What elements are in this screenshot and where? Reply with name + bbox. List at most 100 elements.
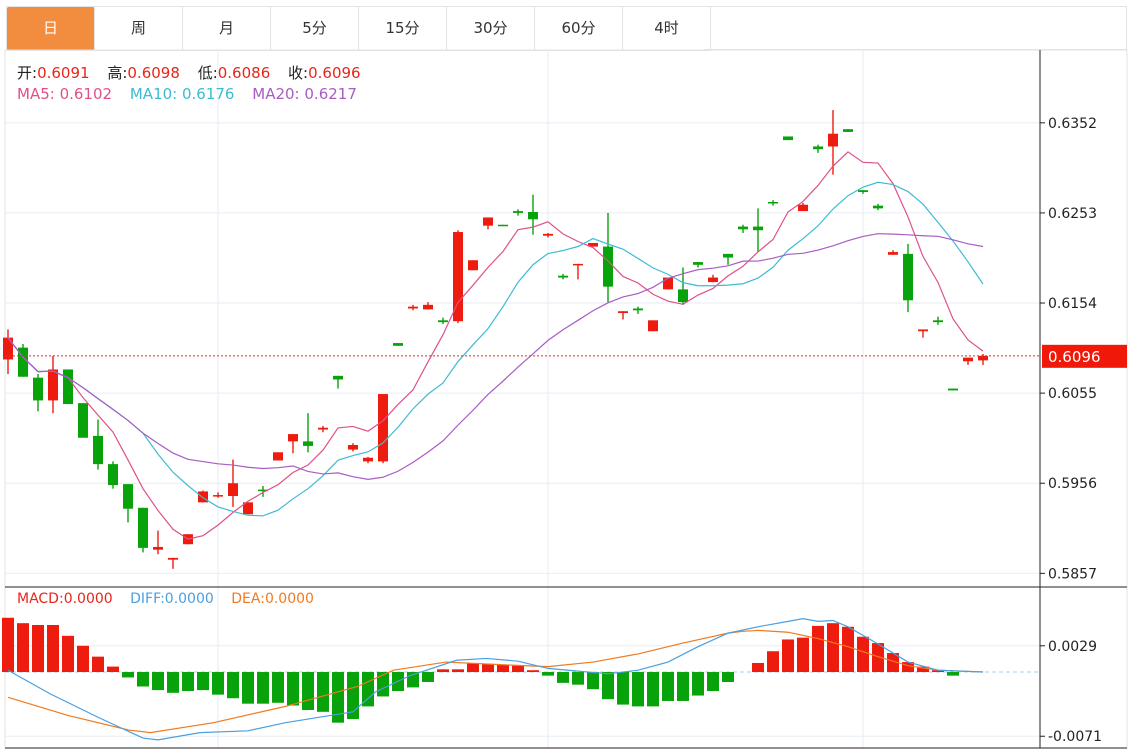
candle-body	[63, 369, 73, 405]
candle-body	[783, 136, 793, 141]
candle-body	[873, 205, 883, 209]
macd-bar	[617, 672, 629, 705]
macd-bar	[92, 656, 104, 673]
candle	[768, 200, 778, 206]
candle	[723, 253, 733, 265]
candle-body	[303, 441, 313, 446]
macd-bar	[332, 672, 344, 723]
candle	[243, 502, 253, 515]
candle	[138, 507, 148, 553]
macd-value: 0.0000	[63, 591, 113, 607]
candle	[948, 388, 958, 391]
candle-body	[603, 246, 613, 287]
candle-body	[543, 233, 553, 236]
candle-body	[153, 546, 163, 550]
candle	[273, 452, 283, 461]
candle-body	[198, 491, 208, 503]
candle-body	[48, 369, 58, 401]
high-label: 高:	[107, 64, 128, 82]
dea-label: DEA:	[231, 591, 265, 607]
candle	[18, 343, 28, 377]
candle	[753, 208, 763, 253]
diff-value: 0.0000	[164, 591, 214, 607]
dea-line	[7, 629, 984, 734]
macd-bar	[167, 672, 179, 693]
candle	[483, 217, 493, 230]
low-label: 低:	[197, 64, 218, 82]
candle	[573, 263, 583, 280]
candle	[708, 274, 718, 283]
candle	[258, 485, 268, 497]
candle-body	[858, 190, 868, 192]
candle-body	[138, 507, 148, 548]
candle	[423, 302, 433, 310]
candle-body	[888, 252, 898, 255]
candle	[798, 202, 808, 212]
macd-legend: MACD:0.0000 DIFF:0.0000 DEA:0.0000	[17, 591, 314, 607]
candle	[348, 443, 358, 452]
open-label: 开:	[17, 64, 38, 82]
candle-body	[813, 146, 823, 150]
candle	[828, 110, 838, 175]
candle-body	[558, 275, 568, 278]
macd-label: MACD:	[17, 591, 64, 607]
macd-bar	[707, 672, 719, 692]
candle-body	[498, 224, 508, 227]
candle-body	[453, 232, 463, 322]
macd-bar	[32, 624, 44, 673]
candle	[528, 194, 538, 235]
candle-body	[393, 343, 403, 346]
macd-bar	[587, 672, 599, 690]
candle	[228, 459, 238, 507]
diff-label: DIFF:	[130, 591, 165, 607]
candle	[738, 224, 748, 233]
candle	[933, 316, 943, 325]
macd-bar	[152, 672, 164, 691]
macd-bar	[242, 672, 254, 704]
macd-bar	[797, 637, 809, 673]
macd-bar	[542, 672, 554, 676]
candle-body	[243, 502, 253, 515]
macd-bar	[692, 672, 704, 696]
candle	[813, 144, 823, 153]
candle-body	[123, 484, 133, 509]
candle-body	[333, 375, 343, 380]
tab-day[interactable]: 日	[7, 7, 95, 51]
candle-body	[738, 226, 748, 230]
candle-body	[903, 253, 913, 301]
candle	[783, 136, 793, 141]
candle	[558, 273, 568, 280]
macd-bar	[512, 665, 524, 673]
macd-bar	[62, 635, 74, 673]
candle-body	[438, 320, 448, 323]
candle-body	[108, 464, 118, 486]
current-price-badge	[1042, 344, 1127, 368]
macd-bar	[827, 623, 839, 673]
candle-body	[3, 337, 13, 360]
grid-lines	[4, 49, 1128, 749]
candle-body	[663, 277, 673, 290]
candle-body	[318, 427, 328, 430]
ma5-label: MA5:	[17, 85, 60, 103]
candle	[858, 190, 868, 194]
dea-value: 0.0000	[264, 591, 314, 607]
candle	[453, 230, 463, 324]
macd-bar	[842, 626, 854, 673]
high-value: 0.6098	[127, 64, 180, 82]
candle	[513, 209, 523, 216]
candle	[288, 434, 298, 454]
macd-bar	[347, 672, 359, 720]
macd-bar	[527, 670, 539, 673]
candle	[333, 375, 343, 389]
macd-bar	[872, 643, 884, 673]
macd-bar	[17, 623, 29, 673]
open-value: 0.6091	[37, 64, 90, 82]
macd-bar	[782, 639, 794, 673]
candle	[393, 343, 403, 346]
candle-body	[348, 445, 358, 450]
candle-body	[378, 394, 388, 462]
candle	[378, 394, 388, 464]
macd-bar	[752, 662, 764, 673]
candle	[198, 490, 208, 503]
